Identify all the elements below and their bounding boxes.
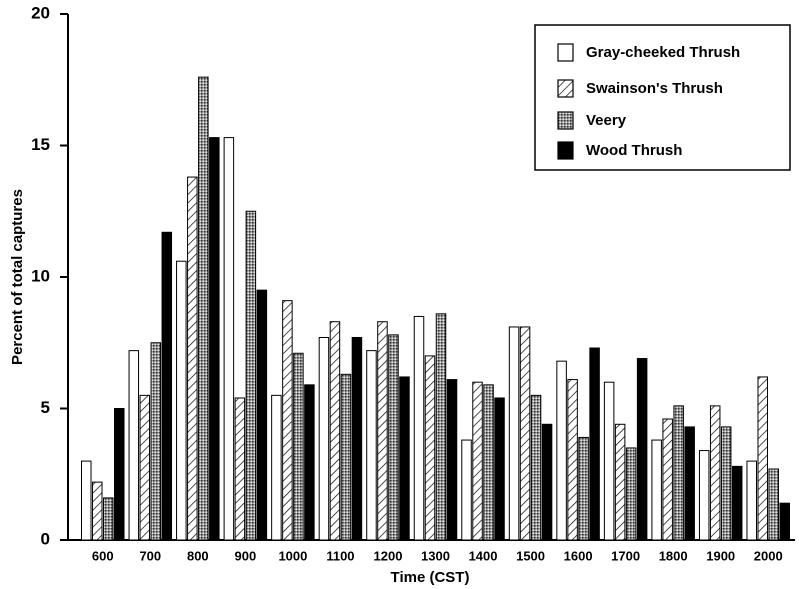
x-tick-label: 1700 bbox=[611, 548, 640, 563]
x-tick-label: 1800 bbox=[659, 548, 688, 563]
bar bbox=[757, 376, 768, 541]
bar bbox=[530, 394, 542, 541]
bar bbox=[103, 497, 114, 541]
y-axis-title: Percent of total captures bbox=[9, 189, 26, 365]
x-tick-label: 1600 bbox=[564, 548, 593, 563]
y-tick-label: 0 bbox=[41, 529, 50, 548]
bar bbox=[662, 418, 673, 541]
bar bbox=[472, 381, 483, 541]
bar bbox=[223, 137, 235, 541]
bar bbox=[413, 315, 425, 541]
bar bbox=[161, 231, 173, 541]
legend-label: Gray-cheeked Thrush bbox=[586, 44, 740, 61]
bar bbox=[282, 300, 293, 541]
bar bbox=[388, 334, 399, 541]
bar bbox=[567, 379, 578, 541]
bar bbox=[92, 481, 103, 541]
bar bbox=[673, 405, 684, 541]
y-tick-label: 20 bbox=[31, 3, 50, 22]
x-tick-label: 1100 bbox=[326, 548, 354, 563]
legend-swatch bbox=[557, 111, 574, 130]
y-tick-label: 5 bbox=[41, 398, 50, 417]
x-tick-label: 800 bbox=[187, 548, 209, 563]
bar bbox=[271, 394, 282, 541]
bar bbox=[351, 336, 363, 541]
legend-swatch bbox=[557, 141, 574, 160]
legend-swatch bbox=[557, 79, 574, 98]
bar bbox=[779, 502, 790, 541]
bar bbox=[128, 350, 140, 541]
bar bbox=[625, 447, 637, 541]
legend-label: Wood Thrush bbox=[586, 142, 682, 159]
bar bbox=[399, 376, 410, 541]
x-axis-title: Time (CST) bbox=[391, 569, 470, 586]
bar bbox=[519, 326, 531, 541]
x-tick-label: 700 bbox=[139, 548, 161, 563]
bar bbox=[256, 289, 268, 541]
legend-swatch bbox=[557, 43, 574, 62]
bar bbox=[234, 397, 246, 541]
bar bbox=[684, 426, 695, 541]
bar bbox=[150, 342, 162, 541]
bar bbox=[81, 460, 92, 541]
bar bbox=[541, 423, 553, 541]
bar bbox=[494, 397, 505, 541]
x-tick-label: 1900 bbox=[706, 548, 735, 563]
bar bbox=[446, 379, 458, 541]
bar bbox=[483, 384, 494, 541]
bar bbox=[461, 439, 472, 541]
bar bbox=[377, 321, 388, 541]
bar bbox=[114, 408, 125, 541]
bar bbox=[304, 384, 315, 541]
bar bbox=[636, 358, 648, 541]
x-tick-label: 1200 bbox=[374, 548, 403, 563]
bar bbox=[731, 465, 743, 541]
bar bbox=[176, 260, 187, 541]
x-tick-label: 600 bbox=[92, 548, 114, 563]
bar bbox=[698, 450, 710, 541]
bar bbox=[578, 436, 589, 541]
bar bbox=[709, 405, 721, 541]
x-tick-label: 900 bbox=[235, 548, 257, 563]
bar bbox=[209, 137, 220, 541]
x-tick-label: 1400 bbox=[469, 548, 498, 563]
bar bbox=[768, 468, 779, 541]
legend-label: Swainson's Thrush bbox=[586, 80, 723, 97]
bar bbox=[329, 321, 341, 541]
legend bbox=[534, 24, 791, 171]
bar bbox=[245, 210, 257, 541]
y-tick-label: 15 bbox=[31, 135, 50, 154]
bar bbox=[589, 347, 600, 541]
bar bbox=[651, 439, 662, 541]
bar bbox=[603, 381, 615, 541]
x-tick-label: 1500 bbox=[516, 548, 545, 563]
bar bbox=[556, 360, 567, 541]
bar bbox=[720, 426, 732, 541]
bar bbox=[293, 352, 304, 541]
bar bbox=[435, 313, 447, 541]
legend-label: Veery bbox=[586, 112, 627, 129]
bar bbox=[508, 326, 520, 541]
x-tick-label: 2000 bbox=[754, 548, 783, 563]
bar bbox=[318, 336, 330, 541]
bar bbox=[139, 394, 151, 541]
bar bbox=[614, 423, 626, 541]
bar bbox=[198, 76, 209, 541]
bar bbox=[746, 460, 757, 541]
x-tick-label: 1000 bbox=[278, 548, 307, 563]
bar bbox=[424, 355, 436, 541]
bar bbox=[340, 373, 352, 541]
x-tick-label: 1300 bbox=[421, 548, 450, 563]
bar bbox=[187, 176, 198, 541]
y-tick-label: 10 bbox=[31, 266, 50, 285]
bar bbox=[366, 350, 377, 541]
